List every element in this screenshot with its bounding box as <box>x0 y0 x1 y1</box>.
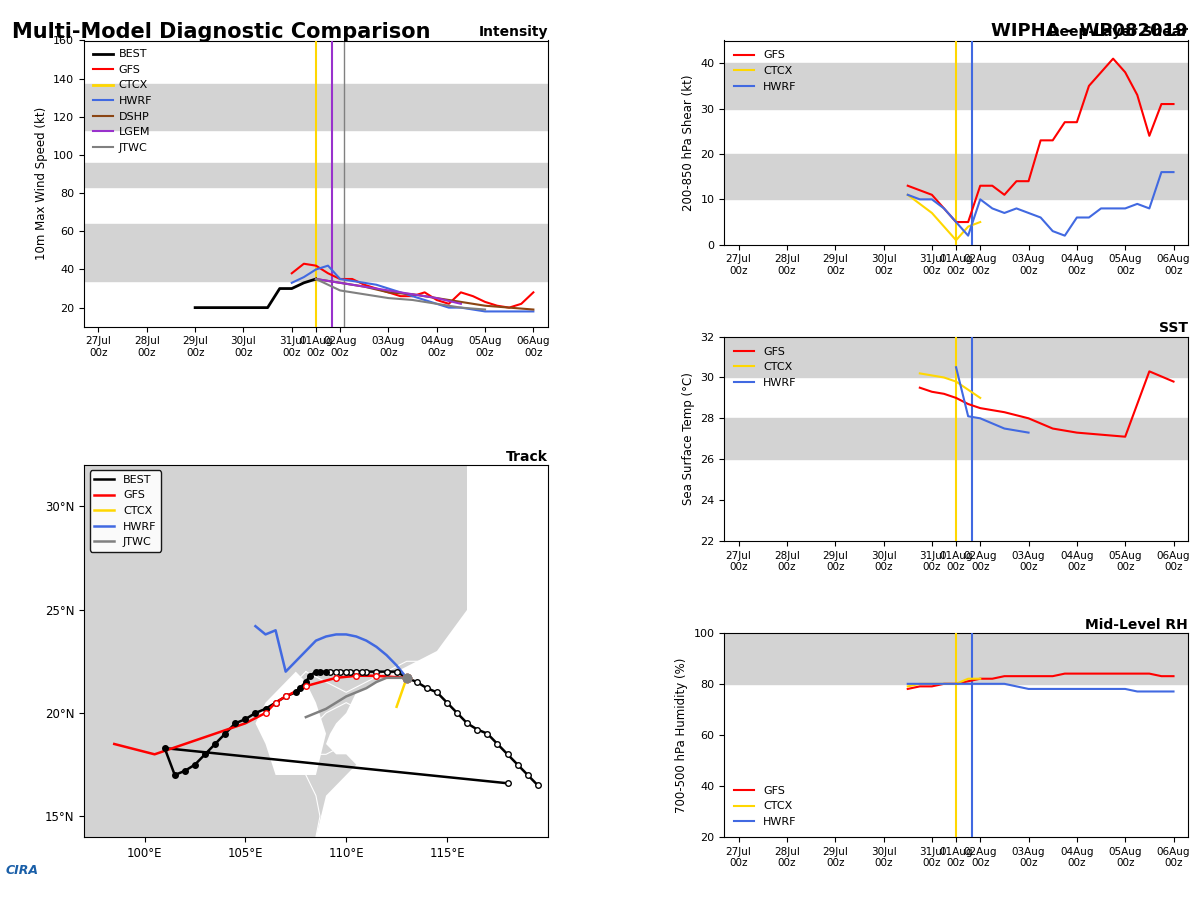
Polygon shape <box>467 465 548 609</box>
Y-axis label: 700-500 hPa Humidity (%): 700-500 hPa Humidity (%) <box>674 657 688 813</box>
Legend: GFS, CTCX, HWRF: GFS, CTCX, HWRF <box>730 781 800 832</box>
Bar <box>84 85 548 130</box>
Text: Intensity: Intensity <box>479 25 548 40</box>
Y-axis label: 200-850 hPa Shear (kt): 200-850 hPa Shear (kt) <box>682 75 695 211</box>
Bar <box>724 337 1188 377</box>
Text: Deep-Layer Shear: Deep-Layer Shear <box>1048 25 1188 40</box>
Y-axis label: Sea Surface Temp (°C): Sea Surface Temp (°C) <box>682 373 695 505</box>
Legend: GFS, CTCX, HWRF: GFS, CTCX, HWRF <box>730 342 800 392</box>
Bar <box>84 224 548 281</box>
Polygon shape <box>256 671 326 775</box>
Text: CIRA: CIRA <box>6 865 38 878</box>
Text: Mid-Level RH: Mid-Level RH <box>1085 617 1188 632</box>
Text: WIPHA - WP082019: WIPHA - WP082019 <box>991 22 1188 40</box>
Bar <box>84 163 548 187</box>
Text: Track: Track <box>506 450 548 464</box>
Bar <box>724 154 1188 199</box>
Bar <box>724 633 1188 684</box>
Y-axis label: 10m Max Wind Speed (kt): 10m Max Wind Speed (kt) <box>35 107 48 260</box>
Legend: BEST, GFS, CTCX, HWRF, DSHP, LGEM, JTWC: BEST, GFS, CTCX, HWRF, DSHP, LGEM, JTWC <box>90 46 155 156</box>
Text: SST: SST <box>1159 321 1188 336</box>
Legend: BEST, GFS, CTCX, HWRF, JTWC: BEST, GFS, CTCX, HWRF, JTWC <box>90 471 161 552</box>
Polygon shape <box>316 609 548 837</box>
Legend: GFS, CTCX, HWRF: GFS, CTCX, HWRF <box>730 46 800 96</box>
Text: Multi-Model Diagnostic Comparison: Multi-Model Diagnostic Comparison <box>12 22 431 42</box>
Bar <box>724 63 1188 109</box>
Bar <box>724 418 1188 459</box>
